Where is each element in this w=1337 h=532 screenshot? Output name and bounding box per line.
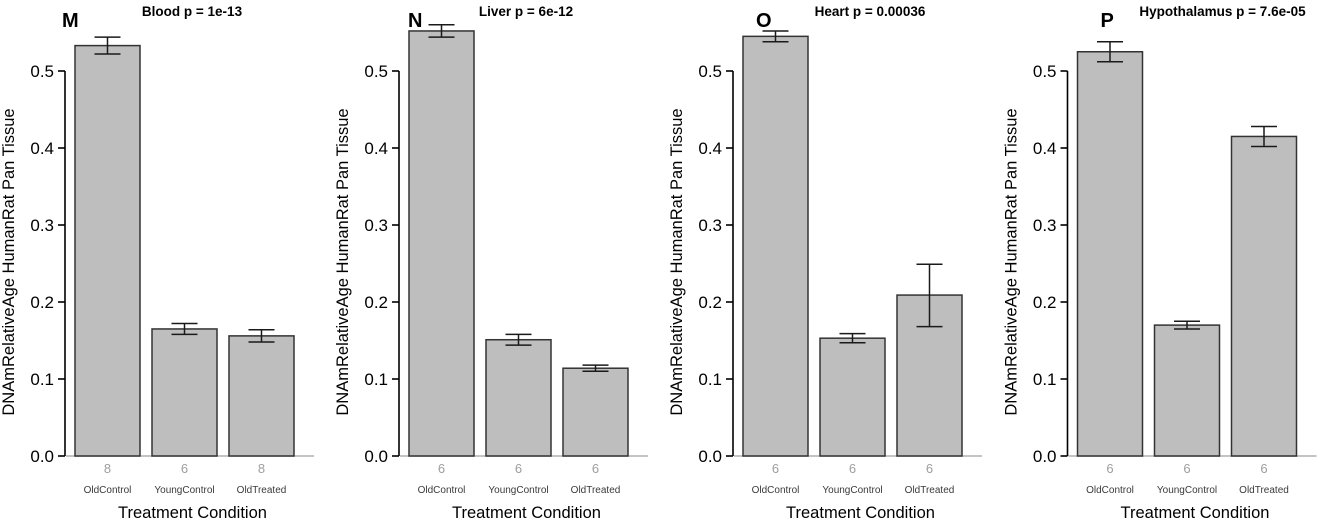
- sample-count: 6: [181, 461, 188, 476]
- x-tick-label-youngcontrol: YoungControl: [154, 485, 214, 496]
- sample-count: 6: [592, 461, 599, 476]
- x-tick-label-oldtreated: OldTreated: [571, 485, 621, 496]
- hypothalamus-bar-chart: DNAmRelativeAge HumanRat Pan Tissue 0.0 0.…: [1003, 4, 1317, 522]
- x-tick-label-youngcontrol: YoungControl: [1157, 485, 1217, 496]
- blood-bar-chart: DNAmRelativeAge HumanRat Pan Tissue 0.0 0.…: [0, 4, 314, 522]
- bar-oldcontrol: [742, 35, 809, 457]
- panel-letter: M: [62, 10, 79, 32]
- y-axis-tick-label: 0.1: [30, 370, 54, 389]
- sample-count: 6: [1183, 461, 1190, 476]
- panel-p-hypothalamus: DNAmRelativeAge HumanRat Pan Tissue 0.0 0.…: [1002, 0, 1337, 527]
- bar-youngcontrol: [485, 338, 552, 457]
- bar-oldtreated: [562, 367, 629, 457]
- bar-oldtreated: [1230, 135, 1298, 457]
- x-tick-label-oldcontrol: OldControl: [1086, 485, 1134, 496]
- y-axis-tick-label: 0.5: [30, 62, 54, 81]
- y-axis-tick-label: 0.2: [30, 293, 54, 312]
- panel-letter: O: [756, 10, 772, 32]
- y-axis-tick-label: 0.4: [30, 139, 54, 158]
- liver-bar-chart: DNAmRelativeAge HumanRat Pan Tissue 0.0 0.…: [334, 4, 648, 522]
- x-tick-label-oldtreated: OldTreated: [1239, 485, 1289, 496]
- y-axis-tick-label: 0.1: [364, 370, 388, 389]
- x-axis-label: Treatment Condition: [1121, 504, 1270, 522]
- y-axis-label: DNAmRelativeAge HumanRat Pan Tissue: [334, 108, 352, 415]
- y-axis-tick-label: 0.4: [364, 139, 388, 158]
- y-axis-label: DNAmRelativeAge HumanRat Pan Tissue: [1003, 108, 1021, 415]
- y-axis-tick-label: 0.5: [1033, 62, 1057, 81]
- panel-title: Liver p = 6e-12: [479, 4, 573, 19]
- y-axis-tick-label: 0.2: [1033, 293, 1057, 312]
- sample-count: 8: [258, 461, 265, 476]
- bar-youngcontrol: [151, 328, 218, 457]
- bar-youngcontrol: [819, 337, 886, 457]
- panel-title: Hypothalamus p = 7.6e-05: [1139, 4, 1306, 19]
- sample-count: 8: [104, 461, 111, 476]
- panel-letter: P: [1101, 10, 1114, 32]
- y-axis-tick-label: 0.5: [364, 62, 388, 81]
- y-axis-tick-label: 0.3: [1033, 216, 1057, 235]
- sample-count: 6: [1260, 461, 1267, 476]
- bar-oldcontrol: [408, 30, 475, 457]
- sample-count: 6: [438, 461, 445, 476]
- panel-o-heart: DNAmRelativeAge HumanRat Pan Tissue 0.0 0.…: [668, 0, 1002, 527]
- x-tick-label-oldtreated: OldTreated: [237, 485, 287, 496]
- panel-letter: N: [408, 10, 422, 32]
- y-axis-tick-label: 0.0: [364, 447, 388, 466]
- sample-count: 6: [849, 461, 856, 476]
- y-axis-label: DNAmRelativeAge HumanRat Pan Tissue: [0, 108, 18, 415]
- bar-oldcontrol: [74, 44, 141, 457]
- sample-count: 6: [515, 461, 522, 476]
- sample-count: 6: [926, 461, 933, 476]
- y-axis-tick-label: 0.0: [1033, 447, 1057, 466]
- x-axis-label: Treatment Condition: [452, 504, 601, 522]
- panel-title: Blood p = 1e-13: [142, 4, 243, 19]
- panel-n-liver: DNAmRelativeAge HumanRat Pan Tissue 0.0 0.…: [334, 0, 668, 527]
- sample-count: 6: [772, 461, 779, 476]
- x-axis-label: Treatment Condition: [786, 504, 935, 522]
- panel-m-blood: DNAmRelativeAge HumanRat Pan Tissue 0.0 0.…: [0, 0, 334, 527]
- panel-title: Heart p = 0.00036: [815, 4, 926, 19]
- y-axis-tick-label: 0.2: [698, 293, 722, 312]
- y-axis-tick-label: 0.4: [1033, 139, 1057, 158]
- y-axis-tick-label: 0.0: [698, 447, 722, 466]
- sample-count: 6: [1106, 461, 1113, 476]
- y-axis-tick-label: 0.1: [698, 370, 722, 389]
- y-axis-tick-label: 0.3: [364, 216, 388, 235]
- y-axis-tick-label: 0.5: [698, 62, 722, 81]
- bar-oldcontrol: [1076, 51, 1144, 457]
- bar-oldtreated: [228, 335, 295, 457]
- x-tick-label-youngcontrol: YoungControl: [822, 485, 882, 496]
- y-axis-tick-label: 0.4: [698, 139, 722, 158]
- y-axis-tick-label: 0.3: [30, 216, 54, 235]
- bar-youngcontrol: [1153, 324, 1221, 457]
- y-axis-tick-label: 0.2: [364, 293, 388, 312]
- x-tick-label-oldtreated: OldTreated: [905, 485, 955, 496]
- x-axis-label: Treatment Condition: [118, 504, 267, 522]
- y-axis-label: DNAmRelativeAge HumanRat Pan Tissue: [668, 108, 686, 415]
- heart-bar-chart: DNAmRelativeAge HumanRat Pan Tissue 0.0 0.…: [668, 4, 982, 522]
- x-tick-label-oldcontrol: OldControl: [418, 485, 466, 496]
- x-tick-label-oldcontrol: OldControl: [752, 485, 800, 496]
- y-axis-tick-label: 0.3: [698, 216, 722, 235]
- x-tick-label-oldcontrol: OldControl: [84, 485, 132, 496]
- x-tick-label-youngcontrol: YoungControl: [488, 485, 548, 496]
- y-axis-tick-label: 0.0: [30, 447, 54, 466]
- y-axis-tick-label: 0.1: [1033, 370, 1057, 389]
